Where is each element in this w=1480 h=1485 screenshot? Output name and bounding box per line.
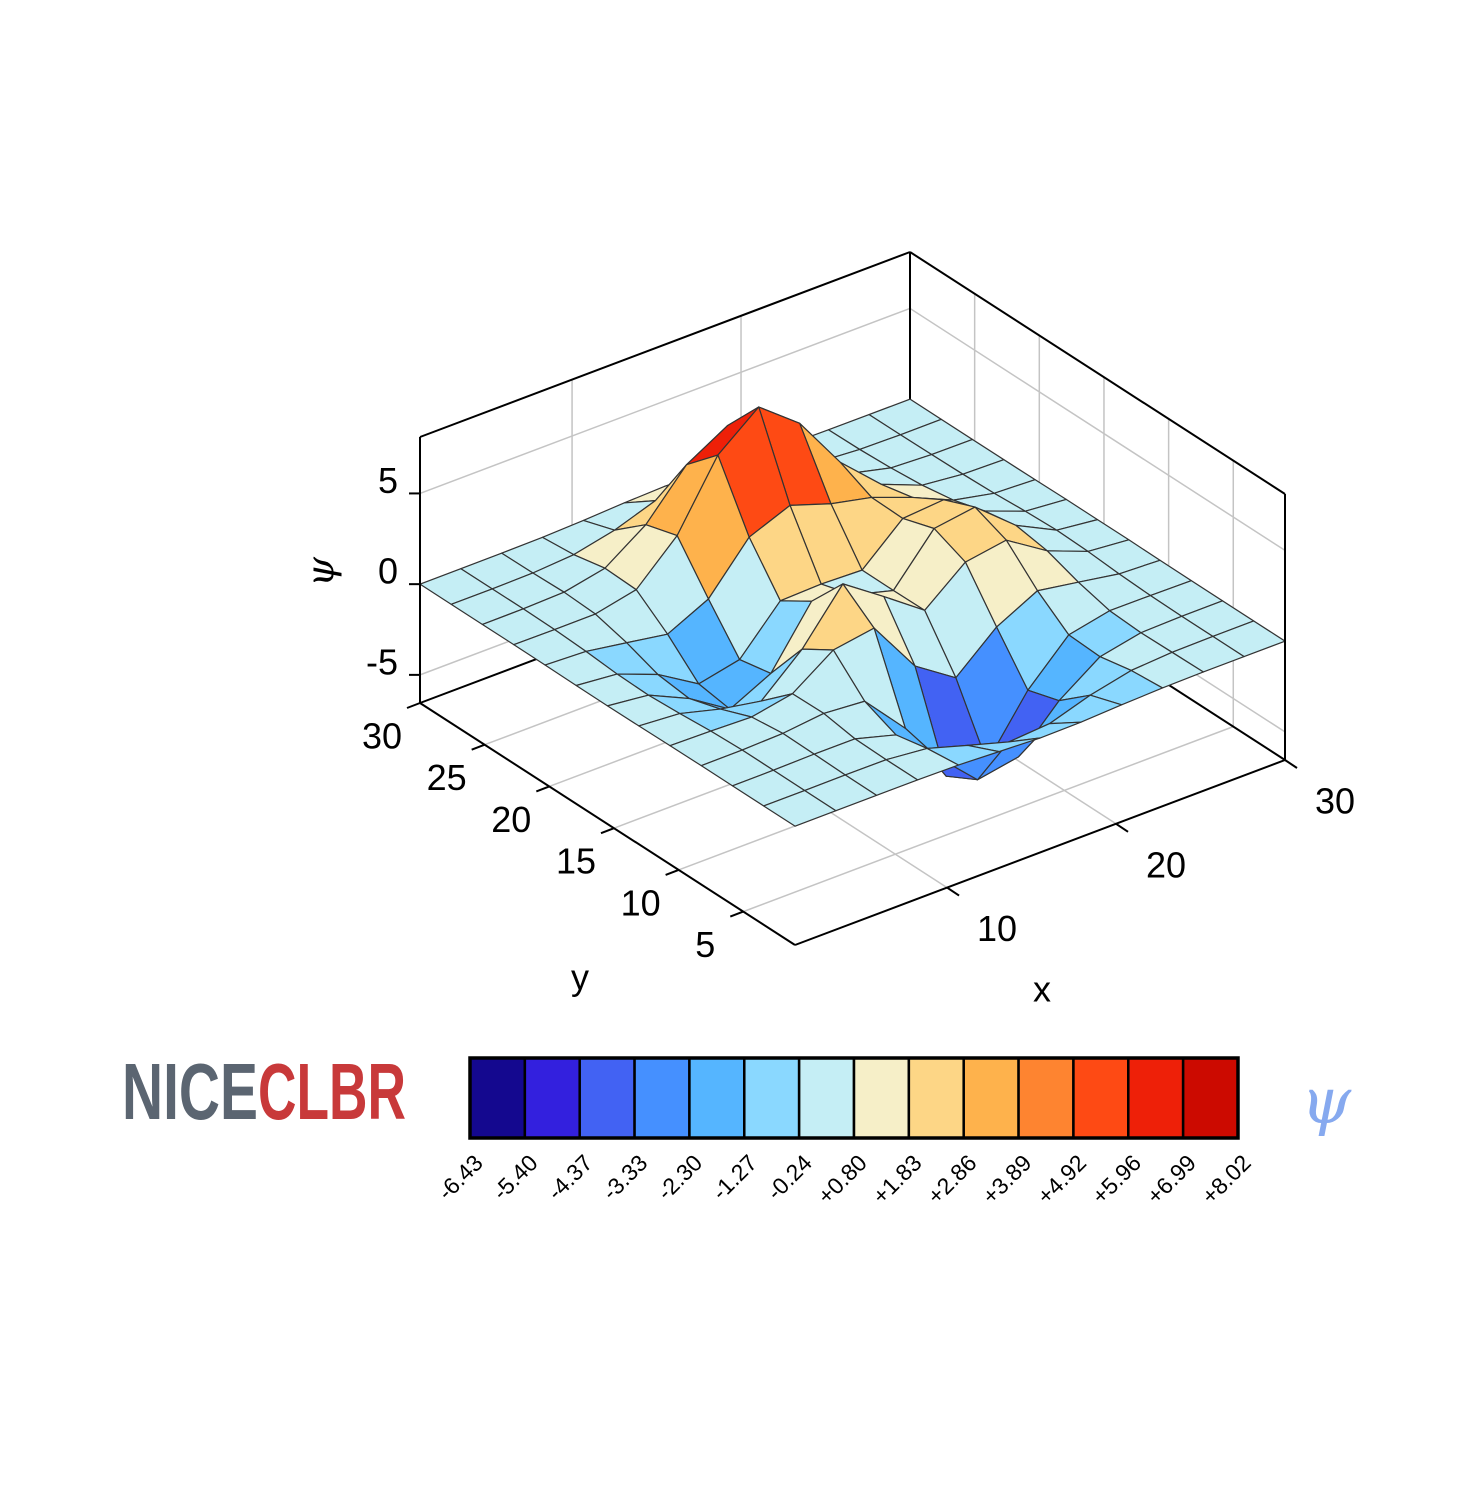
y-axis-line	[419, 702, 796, 946]
colorbar-cell	[688, 1056, 746, 1140]
colorbar-tick-label: -1.27	[707, 1149, 762, 1204]
z-tick-label: -5	[366, 641, 398, 682]
colorbar-cell	[468, 1056, 527, 1140]
colorbar-label: ψ	[1301, 1065, 1352, 1139]
colorbar-cell	[1017, 1056, 1075, 1140]
colorbar-tick-label: -6.43	[432, 1149, 487, 1204]
x-tick	[946, 886, 960, 897]
colorbar-cell	[852, 1056, 911, 1140]
y-tick	[665, 868, 679, 876]
colorbar-tick-label: +2.86	[922, 1149, 982, 1209]
y-tick-label: 20	[491, 799, 531, 840]
y-tick-label: 5	[695, 924, 715, 965]
x-tick-label: 20	[1146, 844, 1186, 885]
brand-left: NICE	[122, 1047, 258, 1136]
colorbar-tick-label: +1.83	[867, 1149, 927, 1209]
x-tick	[1284, 759, 1298, 769]
z-tick-label: 0	[378, 551, 398, 592]
colorbar-cell	[962, 1056, 1020, 1140]
y-tick	[600, 827, 615, 835]
y-tick	[471, 743, 486, 751]
colorbar-cell	[578, 1056, 636, 1140]
colorbar-tick-label: -2.30	[652, 1149, 707, 1204]
surface-face	[763, 789, 837, 827]
colorbar-cell	[523, 1056, 581, 1140]
colorbar-frame	[468, 1056, 1240, 1140]
colorbar: -6.43 -5.40 -4.37 -3.33 -2.30 -1.27 -0.24+0.80…	[432, 1056, 1256, 1209]
colorbar-tick-label: +6.99	[1141, 1149, 1201, 1209]
colorbar-tick-label: -4.37	[542, 1149, 597, 1204]
colorbar-tick-label: +5.96	[1087, 1149, 1147, 1209]
surface	[419, 398, 1286, 827]
y-tick-label: 25	[427, 757, 467, 798]
box-edge	[419, 251, 911, 438]
colorbar-cell	[633, 1056, 691, 1140]
colorbar-tick-label: +4.92	[1032, 1149, 1092, 1209]
colorbar-tick-label: -3.33	[597, 1149, 652, 1204]
colorbar-tick-label: +0.80	[812, 1149, 872, 1209]
x-axis-line	[794, 759, 1286, 946]
z-axis-label: ψ	[299, 556, 343, 587]
colorbar-cell	[743, 1056, 801, 1140]
y-tick-label: 15	[556, 841, 596, 882]
colorbar-cell	[1181, 1056, 1240, 1140]
y-axis-label: y	[571, 957, 589, 998]
colorbar-cell	[797, 1056, 856, 1140]
x-tick-label: 10	[977, 908, 1017, 949]
colorbar-tick-label: +3.89	[977, 1149, 1037, 1209]
y-tick-label: 30	[362, 716, 402, 757]
colorbar-tick-label: -5.40	[487, 1149, 542, 1204]
x-tick-label: 30	[1315, 781, 1355, 822]
x-tick	[1115, 822, 1129, 833]
y-tick-label: 10	[621, 882, 661, 923]
y-tick	[406, 702, 421, 709]
x-axis-label: x	[1033, 969, 1051, 1010]
axes: 10 20 30 5 10 15 20 25 30 -5 0 5	[362, 437, 1355, 965]
grid-line	[743, 725, 1234, 913]
colorbar-tick-label: -0.24	[762, 1149, 818, 1205]
colorbar-tick-label: +8.02	[1196, 1149, 1256, 1209]
colorbar-cell	[1127, 1056, 1185, 1140]
y-tick	[535, 785, 550, 793]
z-tick-label: 5	[378, 460, 398, 501]
colorbar-cell	[1072, 1056, 1130, 1140]
brand-right: CLBR	[258, 1047, 406, 1136]
box-edge	[909, 251, 1286, 495]
colorbar-cell	[907, 1056, 965, 1140]
y-tick	[729, 910, 744, 918]
